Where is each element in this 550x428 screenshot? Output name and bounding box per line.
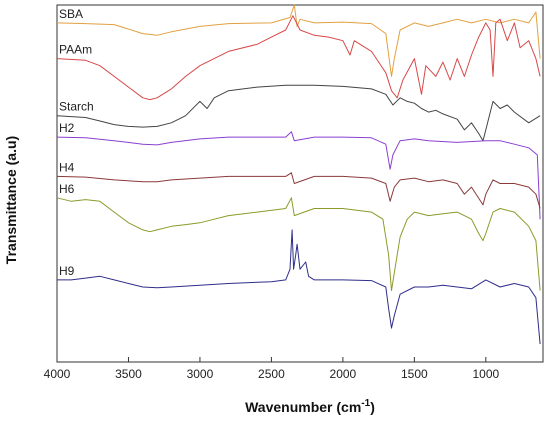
- series-line-h4: [56, 172, 541, 209]
- x-tick-label: 2500: [258, 367, 285, 381]
- series-line-h6: [56, 197, 541, 292]
- series-line-starch: [56, 84, 541, 142]
- series-label-h4: H4: [59, 160, 75, 174]
- series-layer: [56, 4, 541, 345]
- y-axis-title: Transmittance (a.u): [3, 136, 19, 264]
- x-tick-label: 2000: [330, 367, 357, 381]
- plot-frame: [56, 4, 544, 363]
- x-axis-title: Wavenumber (cm-1): [245, 398, 375, 415]
- x-ticks: 4000 3500 3000 2500 2000 1500 1000: [44, 357, 499, 381]
- series-label-paam: PAAm: [59, 43, 92, 57]
- series-labels: SBA PAAm Starch H2 H4 H6 H9: [59, 7, 94, 278]
- series-label-h6: H6: [59, 182, 75, 196]
- series-label-starch: Starch: [59, 100, 94, 114]
- series-line-h2: [56, 131, 541, 220]
- series-label-h9: H9: [59, 264, 75, 278]
- series-label-sba: SBA: [59, 7, 83, 21]
- x-tick-label: 4000: [44, 367, 71, 381]
- x-tick-label: 3500: [115, 367, 142, 381]
- x-tick-label: 3000: [187, 367, 214, 381]
- series-line-sba: [56, 4, 541, 77]
- series-line-h9: [57, 229, 541, 345]
- series-label-h2: H2: [59, 121, 75, 135]
- x-tick-label: 1500: [401, 367, 428, 381]
- x-axis-title-superscript: -1: [361, 398, 370, 409]
- x-tick-label: 1000: [472, 367, 499, 381]
- series-line-paam: [56, 15, 541, 101]
